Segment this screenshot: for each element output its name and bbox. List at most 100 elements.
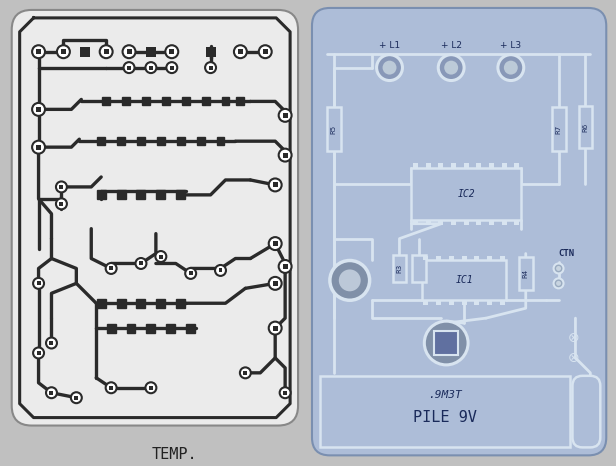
Bar	[489, 220, 494, 225]
Text: R5: R5	[331, 125, 337, 134]
Circle shape	[46, 387, 57, 398]
Bar	[127, 66, 131, 69]
Circle shape	[46, 337, 57, 349]
Bar	[438, 220, 444, 225]
Circle shape	[215, 265, 226, 276]
Bar	[156, 299, 165, 308]
Bar	[186, 323, 195, 333]
Bar	[273, 241, 278, 246]
Circle shape	[166, 62, 177, 73]
Bar	[283, 264, 288, 269]
Bar	[61, 49, 66, 54]
Text: IC1: IC1	[455, 275, 473, 285]
Bar	[176, 299, 185, 308]
Bar	[176, 191, 185, 199]
Bar	[461, 300, 466, 305]
Bar	[474, 300, 479, 305]
Bar	[222, 97, 229, 105]
Bar	[149, 386, 153, 390]
Bar	[36, 49, 41, 54]
Bar	[436, 255, 441, 260]
Circle shape	[145, 382, 156, 393]
Bar	[327, 107, 341, 151]
Text: ⊗: ⊗	[568, 351, 579, 365]
Bar	[500, 255, 505, 260]
Bar	[449, 300, 454, 305]
Bar	[107, 323, 116, 333]
Bar	[476, 163, 481, 168]
Circle shape	[71, 392, 82, 403]
Text: + L3: + L3	[500, 41, 521, 50]
Circle shape	[32, 141, 45, 154]
Circle shape	[269, 237, 282, 250]
Bar	[426, 220, 431, 225]
Bar	[75, 396, 78, 400]
Circle shape	[438, 55, 464, 81]
Bar	[501, 220, 506, 225]
Bar	[206, 47, 216, 57]
Circle shape	[498, 55, 524, 81]
Bar	[147, 323, 155, 333]
Circle shape	[556, 281, 561, 286]
Bar	[273, 281, 278, 286]
Bar	[514, 163, 519, 168]
Bar	[80, 47, 91, 57]
Bar	[436, 300, 441, 305]
Bar	[237, 97, 245, 105]
Circle shape	[106, 263, 116, 274]
Bar	[487, 255, 492, 260]
Bar	[209, 66, 213, 69]
Bar	[283, 153, 288, 158]
Bar	[36, 144, 41, 150]
Circle shape	[269, 277, 282, 290]
Circle shape	[56, 199, 67, 209]
Text: R6: R6	[582, 123, 588, 132]
Bar	[116, 299, 126, 308]
Bar	[273, 326, 278, 330]
Bar	[464, 163, 469, 168]
Bar	[126, 323, 136, 333]
Bar	[188, 271, 193, 275]
Circle shape	[155, 251, 166, 262]
Circle shape	[240, 367, 251, 378]
Bar	[392, 254, 407, 282]
Bar	[461, 255, 466, 260]
Circle shape	[278, 260, 291, 273]
Bar	[149, 66, 153, 69]
Text: .9M3T: .9M3T	[428, 390, 462, 400]
Circle shape	[444, 61, 458, 75]
FancyBboxPatch shape	[572, 376, 601, 447]
Bar	[137, 191, 145, 199]
Text: TEMP.: TEMP.	[152, 447, 198, 462]
Bar	[422, 260, 506, 300]
Bar	[464, 220, 469, 225]
Circle shape	[278, 149, 291, 162]
Bar	[137, 299, 145, 308]
Bar	[36, 107, 41, 112]
Bar	[97, 191, 106, 199]
Circle shape	[57, 45, 70, 58]
Bar	[169, 49, 174, 54]
Circle shape	[145, 62, 156, 73]
Circle shape	[32, 103, 45, 116]
Bar	[451, 163, 456, 168]
Bar	[434, 331, 458, 355]
Circle shape	[124, 62, 134, 73]
Bar	[166, 323, 176, 333]
Bar	[219, 268, 222, 273]
Circle shape	[106, 382, 116, 393]
Bar	[162, 97, 170, 105]
Bar	[49, 391, 54, 395]
Bar	[411, 168, 521, 220]
Bar	[137, 137, 145, 145]
Circle shape	[205, 62, 216, 73]
Bar	[157, 137, 165, 145]
Text: R7: R7	[556, 124, 562, 134]
Bar	[109, 267, 113, 270]
Circle shape	[269, 322, 282, 335]
Bar	[551, 107, 565, 151]
Circle shape	[278, 109, 291, 122]
Bar	[201, 97, 209, 105]
Bar	[501, 163, 506, 168]
Bar	[103, 49, 108, 54]
